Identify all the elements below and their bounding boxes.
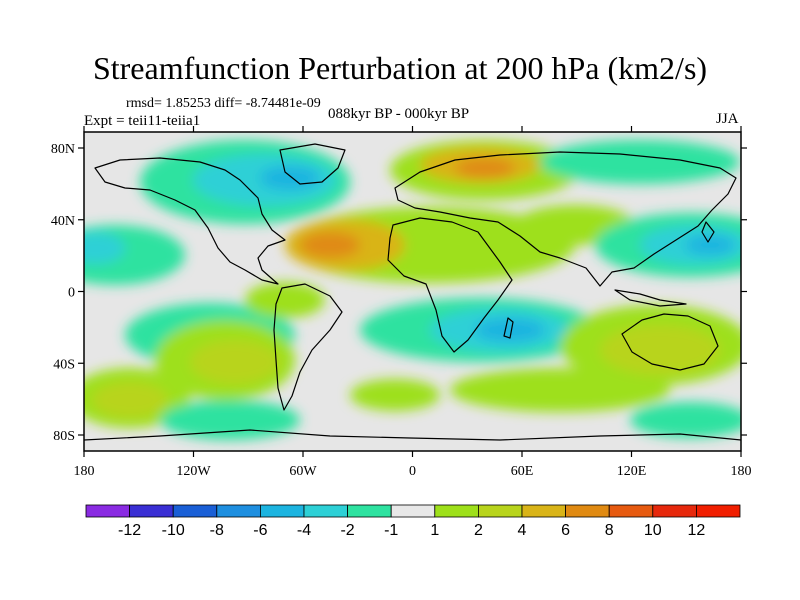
period-label: 088kyr BP - 000kyr BP [328, 106, 470, 122]
antarctica-coast [84, 429, 741, 441]
colorbar-swatch [347, 504, 392, 518]
lat-tick-label: 0 [68, 286, 75, 301]
colorbar-swatch [259, 504, 305, 518]
colorbar-label: -6 [253, 522, 267, 539]
colorbar-label: -12 [118, 522, 141, 539]
longitude-axis: 180 120W 60W 0 60E 120E 180 [74, 126, 752, 479]
colorbar-label: -8 [210, 522, 224, 539]
colorbar-swatch [129, 504, 174, 518]
eurasia-coast [394, 151, 737, 287]
colorbar-label: -2 [340, 522, 354, 539]
lat-tick-label: 40N [51, 214, 75, 229]
africa-coast [387, 217, 513, 353]
lon-tick-label: 0 [409, 464, 416, 479]
colorbar-swatch [85, 504, 130, 518]
colorbar-swatch [303, 504, 348, 518]
colorbar-label: -4 [297, 522, 311, 539]
colorbar-swatch [477, 504, 523, 518]
lon-tick-label: 120W [176, 464, 211, 479]
colorbar-label: -10 [162, 522, 185, 539]
colorbar-swatch [696, 504, 741, 518]
greenland-coast [279, 143, 346, 185]
lon-tick-label: 180 [74, 464, 95, 479]
colorbar-label: 4 [518, 522, 527, 539]
lon-tick-label: 60W [289, 464, 317, 479]
japan-coast [701, 221, 715, 243]
south-america-coast [273, 283, 343, 411]
colorbar-label: 12 [688, 522, 706, 539]
colorbar-label: -1 [384, 522, 398, 539]
lon-tick-label: 180 [731, 464, 752, 479]
colorbar-swatch [434, 504, 479, 518]
colorbar-swatch [565, 504, 610, 518]
colorbar-label: 1 [430, 522, 439, 539]
madagascar-coast [503, 317, 514, 339]
colorbar-label: 8 [605, 522, 614, 539]
lon-tick-label: 120E [617, 464, 647, 479]
experiment-label: Expt = teii11-teiia1 [84, 113, 201, 129]
season-label: JJA [716, 111, 739, 127]
latitude-axis: 80N 40N 0 40S 80S [51, 142, 747, 444]
north-america-coast [94, 157, 286, 285]
map-title: Streamfunction Perturbation at 200 hPa (… [92, 50, 708, 86]
coastlines [84, 143, 741, 441]
indonesia-coast [614, 289, 687, 307]
australia-coast [621, 313, 719, 371]
colorbar-swatch [216, 504, 261, 518]
colorbar-label: 10 [644, 522, 662, 539]
lat-tick-label: 80S [53, 429, 75, 444]
stats-label: rmsd= 1.85253 diff= -8.74481e-09 [126, 96, 321, 111]
lat-tick-label: 40S [53, 357, 75, 372]
colorbar: -12 -10 -8 -6 -4 -2 -1 1 2 4 6 8 10 12 [85, 504, 741, 539]
lon-tick-label: 60E [511, 464, 534, 479]
colorbar-label: 6 [561, 522, 570, 539]
colorbar-label: 2 [474, 522, 483, 539]
colorbar-swatch [390, 504, 436, 518]
contour-field [84, 132, 741, 451]
colorbar-swatch [172, 504, 218, 518]
colorbar-swatch [521, 504, 566, 518]
colorbar-swatch [608, 504, 654, 518]
colorbar-swatch [652, 504, 697, 518]
lat-tick-label: 80N [51, 142, 75, 157]
